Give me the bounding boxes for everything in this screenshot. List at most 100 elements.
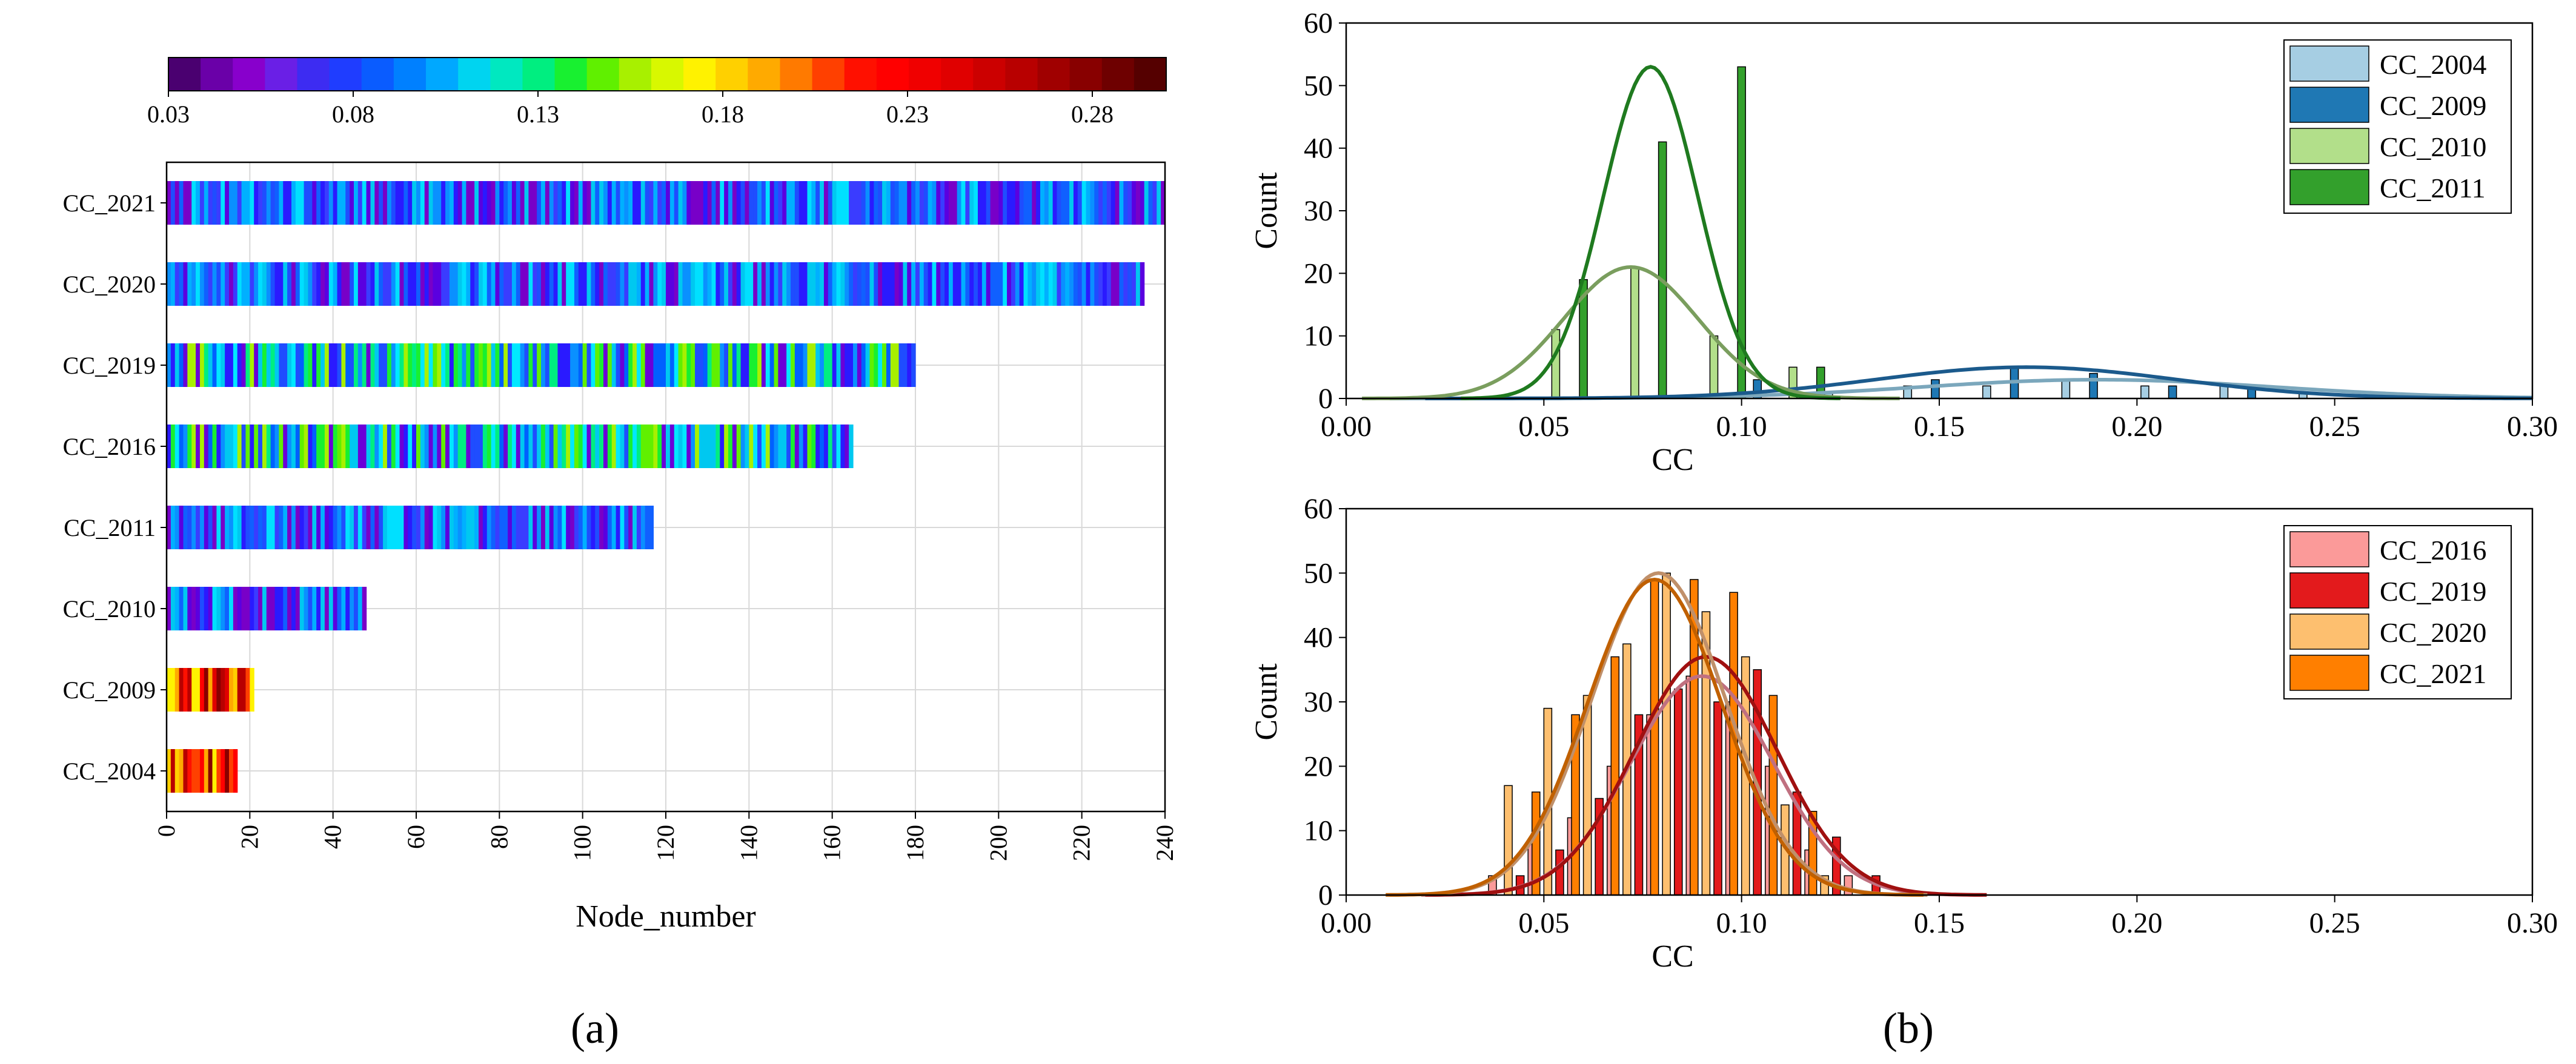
heat-cell [732,425,737,468]
x-tick-label: 0.00 [1321,411,1372,443]
heat-cell [669,425,675,468]
y-tick-label: 10 [1304,815,1333,847]
heat-cell [753,181,758,225]
heat-cell [974,262,978,306]
heat-cell [570,506,575,549]
heat-cell [798,425,804,468]
heat-cell [308,425,313,468]
heat-cell [545,425,550,468]
heat-cell [291,425,296,468]
heat-cell [428,181,434,225]
heat-cell [707,181,712,225]
heat-cell [424,181,430,225]
heat-cell [936,262,941,306]
heat-cell [174,587,180,630]
legend-swatch [2289,169,2369,205]
heat-cell [595,343,600,387]
colorbar-cell [651,58,684,91]
heat-cell [553,181,559,225]
heat-cell [316,181,321,225]
heat-cell [274,506,279,549]
heat-cell [299,506,305,549]
y-axis-title: Count [1249,663,1284,741]
heat-cell [179,749,184,793]
heat-cell [620,181,625,225]
colorbar-cell [393,58,427,91]
heat-cell [167,749,171,793]
heat-cell [470,181,475,225]
heat-cell [395,343,400,387]
heat-cell [720,262,725,306]
heat-cell [915,262,920,306]
heat-cell [794,181,800,225]
heat-cell [362,343,367,387]
heat-cell [1065,262,1070,306]
heat-cell [412,425,417,468]
heat-cell [486,506,492,549]
heat-cell [974,181,978,225]
heat-cell [466,181,471,225]
heat-cell [965,181,970,225]
heat-cell [649,343,654,387]
heat-cell [328,425,334,468]
heat-cell [599,181,604,225]
heat-cell [595,506,600,549]
row-label: CC_2011 [64,514,156,541]
heat-cell [791,262,795,306]
heat-cell [225,181,230,225]
heat-cell [1040,181,1045,225]
heat-cell [1015,181,1020,225]
heat-cell [1152,181,1157,225]
heat-cell [898,343,903,387]
heat-cell [861,343,866,387]
heat-cell [986,181,991,225]
heat-cell [791,181,795,225]
heat-cell [528,506,533,549]
heat-cell [291,181,296,225]
heat-cell [948,181,954,225]
heat-cell [533,343,537,387]
heat-cell [686,343,691,387]
heat-cell [574,181,579,225]
heat-cell [732,181,737,225]
heat-cell [366,343,371,387]
heat-cell [774,181,778,225]
heat-cell [1036,262,1041,306]
heat-cell [1106,181,1112,225]
heat-cell [270,506,276,549]
heat-cell [408,181,413,225]
heat-cell [229,668,234,712]
heat-cell [869,343,874,387]
heat-cell [707,343,712,387]
heat-cell [541,181,546,225]
heat-cell [167,668,171,712]
heat-cell [653,181,658,225]
heat-cell [262,587,267,630]
heat-cell [537,343,542,387]
heat-cell [324,587,330,630]
heat-cell [628,181,633,225]
heat-cell [541,506,546,549]
heat-cell [836,343,841,387]
heat-cell [491,262,496,306]
heat-cell [250,587,254,630]
heat-cell [412,506,417,549]
heat-cell [333,181,338,225]
heat-cell [379,262,383,306]
heat-cell [503,262,508,306]
heat-cell [691,262,695,306]
heat-cell [508,506,513,549]
heat-cell [541,425,546,468]
heat-cell [420,262,425,306]
heat-cell [237,425,242,468]
heat-cell [1036,181,1041,225]
heat-cell [345,425,350,468]
heat-cell [969,262,974,306]
colorbar-tick-label: 0.08 [332,101,374,128]
heat-cell [599,343,604,387]
heat-cell [208,749,213,793]
heat-cell [549,262,554,306]
heat-cell [986,262,991,306]
heat-cell [387,343,392,387]
heat-cell [179,668,184,712]
